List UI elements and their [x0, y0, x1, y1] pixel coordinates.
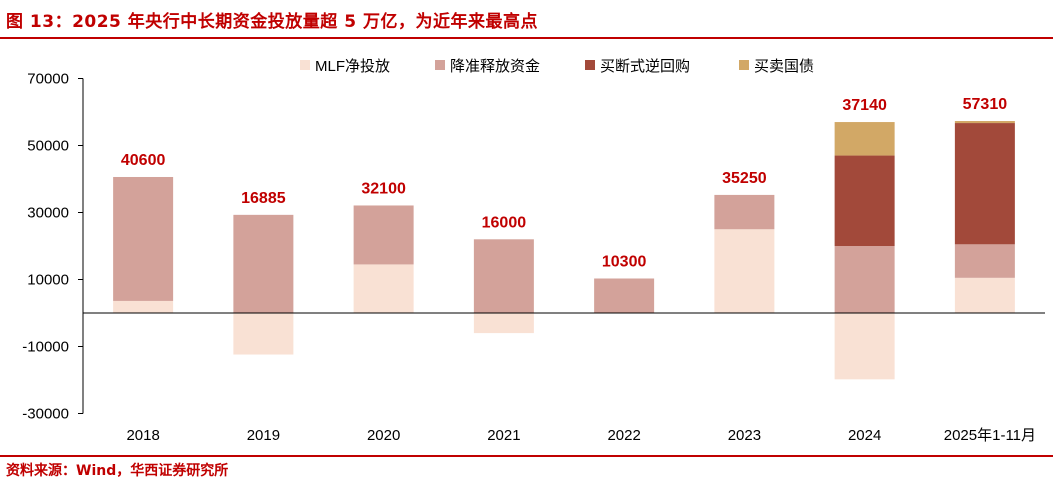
bar-groups: 40600 16885 32100 16000 10300 35250 37140 57310 — [113, 96, 1015, 380]
legend-item: 降准释放资金 — [435, 58, 540, 75]
bar-segment — [834, 122, 895, 156]
x-tick-label: 2019 — [247, 427, 280, 444]
bar-group-2021: 16000 — [473, 214, 534, 334]
bar-group-2024: 37140 — [834, 97, 895, 380]
chart-legend: MLF净投放 降准释放资金 买断式逆回购 买卖国债 — [300, 58, 814, 75]
x-axis: 2018 2019 2020 2021 2022 2023 2024 2025年1-11月 — [83, 312, 1045, 444]
title-divider — [0, 37, 1053, 39]
bar-segment — [954, 277, 1015, 313]
bar-segment — [233, 313, 294, 355]
bar-segment — [954, 123, 1015, 245]
legend-label: MLF净投放 — [315, 58, 390, 75]
bar-segment — [353, 264, 414, 313]
bar-segment — [834, 246, 895, 313]
bar-segment — [714, 194, 775, 230]
x-tick-label: 2024 — [848, 427, 881, 444]
legend-item: MLF净投放 — [300, 58, 390, 75]
bar-group-2025年1-11月: 57310 — [954, 96, 1015, 313]
legend-swatch — [435, 60, 445, 70]
y-tick-label: 30000 — [27, 205, 69, 222]
y-tick-label: 10000 — [27, 272, 69, 289]
legend-label: 买断式逆回购 — [600, 58, 690, 75]
stacked-bar-chart: MLF净投放 降准释放资金 买断式逆回购 买卖国债 -30000 -10000 10000… — [22, 58, 1045, 444]
source-note: 资料来源：Wind，华西证券研究所 — [6, 463, 229, 479]
y-tick-label: -10000 — [22, 339, 69, 356]
bar-group-2019: 16885 — [233, 190, 294, 355]
bar-segment — [233, 214, 294, 313]
bar-group-2020: 32100 — [353, 180, 414, 313]
bar-segment — [714, 229, 775, 313]
x-tick-label: 2018 — [126, 427, 159, 444]
bar-segment — [473, 313, 534, 334]
bar-segment — [113, 176, 174, 301]
legend-swatch — [739, 60, 749, 70]
source-divider — [0, 455, 1053, 457]
figure-title: 图 13：2025 年央行中长期资金投放量超 5 万亿，为近年来最高点 — [6, 12, 538, 32]
bar-group-2023: 35250 — [714, 170, 775, 313]
bar-group-2022: 10300 — [594, 253, 655, 313]
bar-segment — [353, 205, 414, 265]
total-value-label: 57310 — [963, 96, 1008, 113]
total-value-label: 16000 — [482, 214, 527, 231]
bar-segment — [954, 244, 1015, 278]
total-value-label: 37140 — [842, 97, 887, 114]
legend-label: 买卖国债 — [754, 58, 814, 75]
bar-segment — [834, 313, 895, 380]
total-value-label: 35250 — [722, 170, 767, 187]
y-axis: -30000 -10000 10000 30000 50000 70000 — [22, 71, 84, 423]
y-tick-label: 70000 — [27, 71, 69, 88]
title-bar: 图 13：2025 年央行中长期资金投放量超 5 万亿，为近年来最高点 — [0, 0, 1053, 36]
legend-item: 买卖国债 — [739, 58, 814, 75]
x-tick-label: 2021 — [487, 427, 520, 444]
bar-segment — [473, 239, 534, 313]
x-tick-label: 2022 — [607, 427, 640, 444]
total-value-label: 40600 — [121, 152, 166, 169]
legend-label: 降准释放资金 — [450, 58, 540, 75]
x-tick-label: 2023 — [728, 427, 761, 444]
total-value-label: 32100 — [361, 180, 406, 197]
legend-item: 买断式逆回购 — [585, 58, 690, 75]
total-value-label: 16885 — [241, 190, 286, 207]
legend-swatch — [300, 60, 310, 70]
bar-segment — [594, 278, 655, 313]
total-value-label: 10300 — [602, 253, 647, 270]
bar-segment — [954, 121, 1015, 124]
bar-segment — [834, 155, 895, 246]
legend-swatch — [585, 60, 595, 70]
x-tick-label: 2025年1-11月 — [944, 427, 1036, 444]
y-tick-label: -30000 — [22, 406, 69, 423]
y-tick-label: 50000 — [27, 138, 69, 155]
x-tick-label: 2020 — [367, 427, 400, 444]
bar-group-2018: 40600 — [113, 152, 174, 313]
bar-segment — [113, 300, 174, 313]
